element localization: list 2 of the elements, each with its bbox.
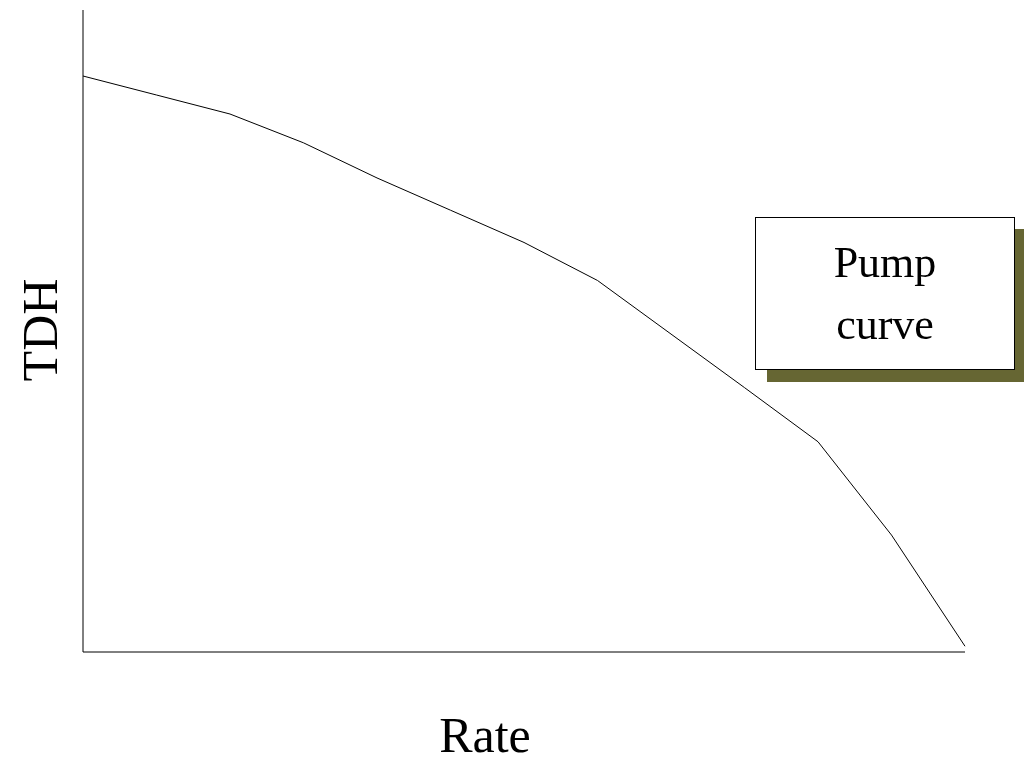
y-axis-title: TDH xyxy=(11,278,69,382)
x-axis-title: Rate xyxy=(439,706,531,759)
